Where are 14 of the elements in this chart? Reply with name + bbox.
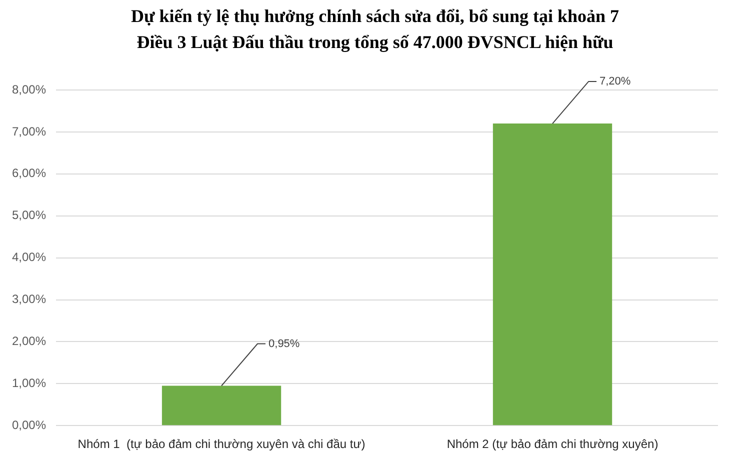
x-tick-label: Nhóm 1 (tự bảo đảm chi thường xuyên và chi đầu tư)	[78, 437, 366, 452]
y-tick-label: 5,00%	[12, 208, 46, 222]
y-tick-label: 0,00%	[12, 418, 46, 432]
y-tick-label: 2,00%	[12, 334, 46, 348]
data-label: 7,20%	[600, 76, 631, 88]
y-tick-label: 6,00%	[12, 166, 46, 180]
data-label: 0,95%	[268, 338, 300, 350]
chart-title: Dự kiến tỷ lệ thụ hưởng chính sách sửa đổi, bổ sung tại khoản 7 Điều 3 Luật Đấu thầu trong tổng số 47.000 ĐVSNCL hiện hữu	[130, 5, 620, 54]
y-tick-label: 8,00%	[12, 82, 46, 96]
y-tick-label: 4,00%	[12, 250, 46, 264]
y-tick-label: 7,00%	[12, 124, 46, 138]
y-tick-label: 3,00%	[12, 292, 46, 306]
x-tick-label: Nhóm 2 (tự bảo đảm chi thường xuyên)	[446, 437, 658, 452]
y-tick-label: 1,00%	[12, 376, 46, 390]
